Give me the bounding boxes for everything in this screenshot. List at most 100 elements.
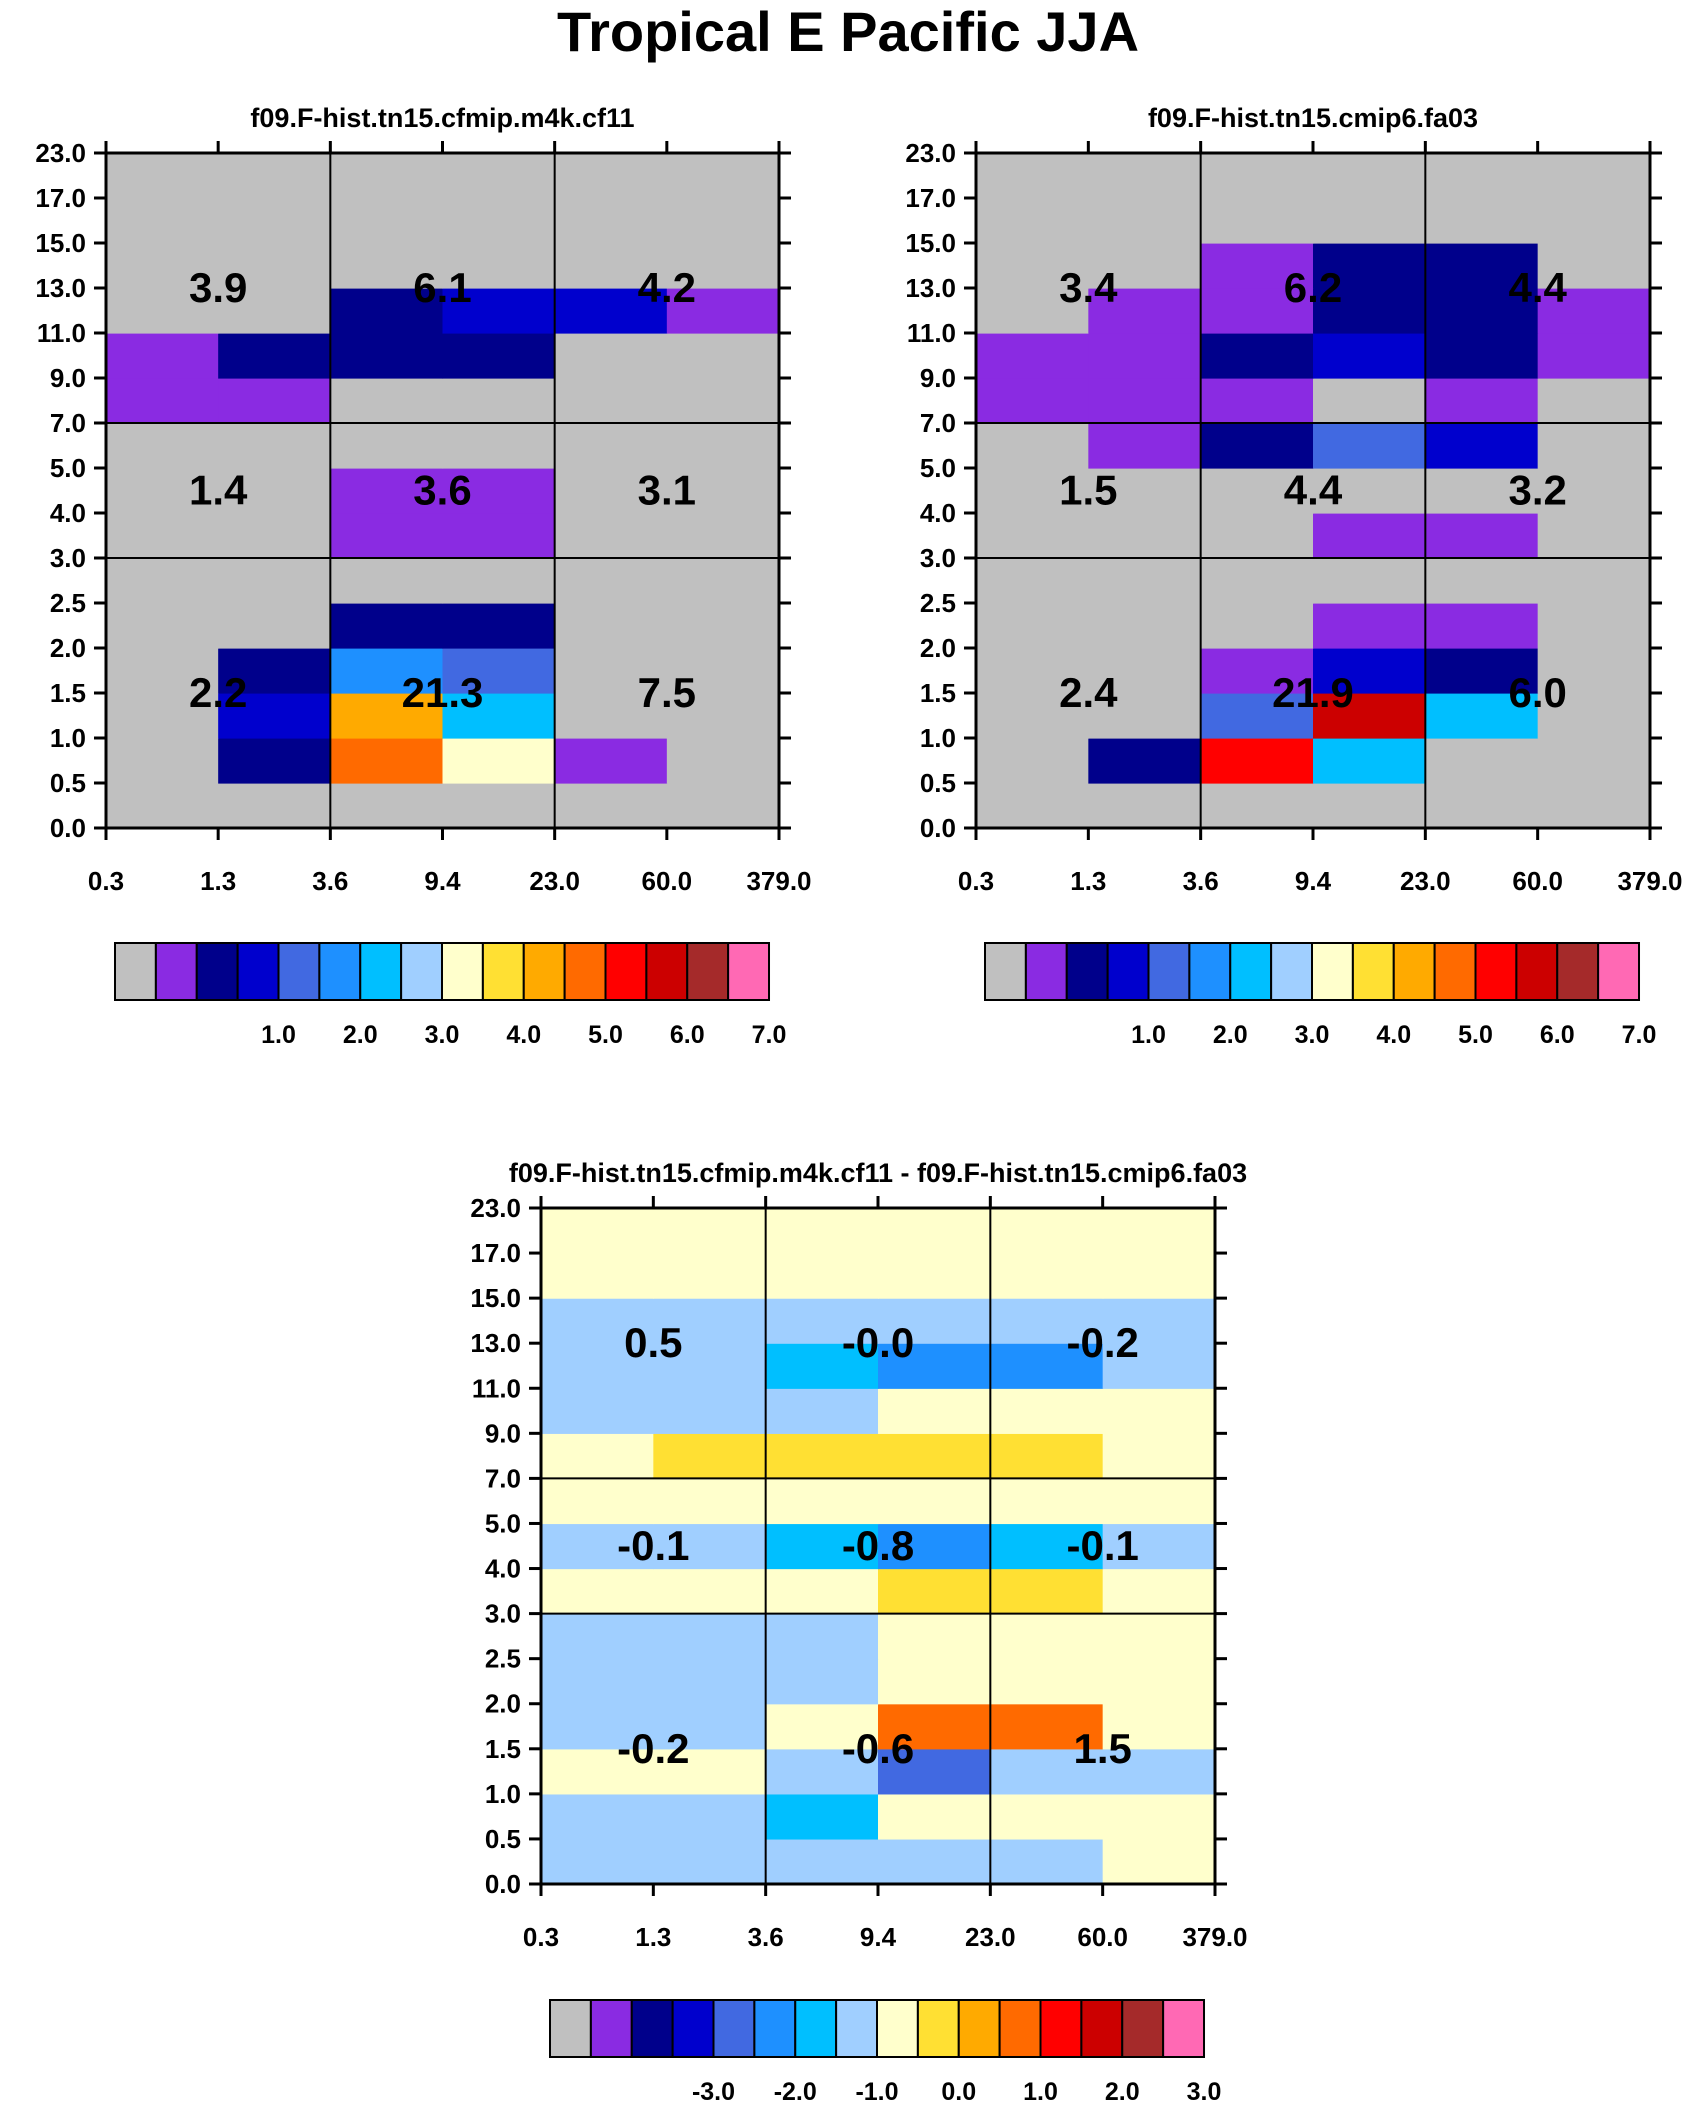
heatmap-cell: [541, 1703, 654, 1750]
heatmap-cell: [878, 1838, 991, 1885]
heatmap-cell: [765, 1388, 879, 1434]
heatmap-cell: [1313, 783, 1426, 829]
colorbar-swatch: [916, 1999, 960, 2058]
x-tick-label: 23.0: [965, 1922, 1016, 1952]
colorbar-swatch: [645, 942, 689, 1001]
heatmap-cell: [218, 198, 331, 244]
colorbar-swatch: [1270, 942, 1314, 1001]
heatmap-cell: [878, 1613, 991, 1660]
heatmap-cell: [218, 468, 331, 514]
heatmap-cell: [666, 153, 780, 199]
heatmap-cell: [1200, 693, 1314, 739]
heatmap-cell: [218, 423, 331, 469]
y-tick-label: 1.5: [485, 1734, 521, 1764]
heatmap-cell: [990, 1343, 1104, 1389]
colorbar-swatch: [671, 1999, 715, 2058]
heatmap-cell: [1313, 648, 1426, 694]
x-tick-label: 0.3: [523, 1922, 559, 1952]
heatmap-cell: [765, 1703, 879, 1750]
heatmap-cell: [1313, 198, 1426, 244]
heatmap-cell: [218, 153, 331, 199]
y-tick-label: 5.0: [920, 453, 956, 483]
heatmap-cell: [106, 648, 219, 694]
block-mean-label: -0.1: [1066, 1522, 1138, 1569]
y-tick-label: 9.0: [920, 363, 956, 393]
heatmap-cell: [878, 1793, 991, 1840]
heatmap-cell: [106, 288, 219, 334]
heatmap-cell: [218, 288, 331, 334]
y-tick-label: 9.0: [485, 1418, 521, 1448]
y-tick-label: 13.0: [35, 273, 86, 303]
heatmap-cell: [990, 1523, 1104, 1570]
y-tick-label: 1.0: [50, 723, 86, 753]
heatmap-cell: [765, 1613, 879, 1660]
heatmap-cell: [554, 243, 668, 289]
heatmap-cell: [1088, 333, 1202, 379]
y-tick-label: 11.0: [907, 318, 956, 348]
heatmap-cell: [541, 1793, 654, 1840]
heatmap-cell: [1200, 378, 1314, 424]
heatmap-cell: [330, 693, 444, 739]
heatmap-cell: [554, 153, 668, 199]
heatmap-cell: [1200, 603, 1314, 649]
heatmap-cell: [1425, 648, 1539, 694]
heatmap-cell: [878, 1388, 991, 1434]
heatmap-cell: [554, 378, 668, 424]
heatmap-cell: [666, 288, 780, 334]
heatmap-cell: [541, 1433, 654, 1479]
colorbar-swatch: [794, 1999, 838, 2058]
colorbar-label: 7.0: [1622, 1021, 1657, 1049]
colorbar-label: 2.0: [1213, 1021, 1248, 1049]
heatmap-cell: [653, 1253, 767, 1299]
colorbar-swatch: [589, 1999, 633, 2058]
block-mean-label: -0.0: [842, 1319, 914, 1366]
heatmap-cell: [1200, 423, 1314, 469]
x-tick-label: 3.6: [1183, 866, 1219, 896]
x-tick-label: 1.3: [1070, 866, 1106, 896]
colorbar-label: 2.0: [1105, 2078, 1140, 2106]
colorbar-label: 0.0: [941, 2078, 976, 2106]
colorbar-2: 1.0 2.0 3.0 4.0 5.0 6.0 7.0: [984, 942, 1657, 1049]
colorbar-swatch: [522, 942, 566, 1001]
heatmap-cell: [106, 333, 219, 379]
heatmap-cell: [666, 783, 780, 829]
heatmap-cell: [765, 1523, 879, 1570]
heatmap-cell: [1200, 333, 1314, 379]
heatmap-cell: [442, 783, 556, 829]
heatmap-cell: [1088, 423, 1202, 469]
heatmap-cell: [218, 378, 331, 424]
heatmap-cell: [1088, 783, 1202, 829]
y-tick-label: 2.5: [485, 1644, 521, 1674]
colorbar-swatch: [359, 942, 403, 1001]
heatmap-cell: [442, 648, 556, 694]
heatmap-cell: [106, 423, 219, 469]
heatmap-cell: [666, 648, 780, 694]
heatmap-cell: [878, 1343, 991, 1389]
heatmap-cell: [1537, 603, 1651, 649]
block-mean-label: 3.9: [189, 264, 247, 311]
heatmap-cell: [653, 1478, 767, 1525]
block-mean-label: 4.4: [1284, 467, 1343, 514]
heatmap-cell: [976, 783, 1089, 829]
heatmap-cell: [1088, 603, 1202, 649]
heatmap-cell: [1200, 513, 1314, 559]
heatmap-cell: [653, 1433, 767, 1479]
block-mean-label: -0.2: [1066, 1319, 1138, 1366]
heatmap-cell: [1200, 288, 1314, 334]
colorbar-swatch: [318, 942, 362, 1001]
heatmap-cell: [1102, 1298, 1216, 1344]
heatmap-cell: [1537, 153, 1651, 199]
heatmap-cell: [1537, 333, 1651, 379]
heatmap-cell: [106, 198, 219, 244]
heatmap-cell: [1537, 198, 1651, 244]
heatmap-cell: [1088, 378, 1202, 424]
heatmap-cell: [1313, 153, 1426, 199]
heatmap-cell: [541, 1253, 654, 1299]
heatmap-cell: [1102, 1343, 1216, 1389]
heatmap-cell: [1313, 288, 1426, 334]
y-tick-label: 17.0: [470, 1238, 521, 1268]
block-mean-label: 21.9: [1272, 669, 1354, 716]
heatmap-cell: [990, 1658, 1104, 1705]
colorbar-swatch: [400, 942, 444, 1001]
heatmap-cell: [976, 153, 1089, 199]
